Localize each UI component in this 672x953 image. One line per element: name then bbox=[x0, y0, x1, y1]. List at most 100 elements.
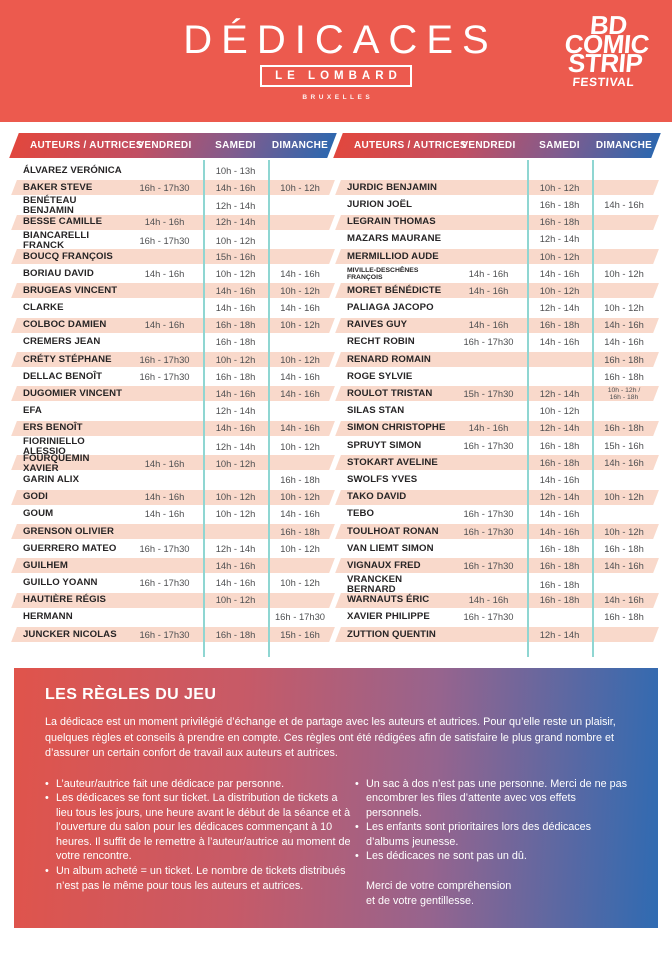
time-samedi: 10h - 12h bbox=[539, 250, 580, 262]
author-name: BORIAU DAVID bbox=[23, 267, 94, 279]
time-samedi: 14h - 16h bbox=[215, 388, 256, 400]
time-samedi: 16h - 18h bbox=[539, 542, 580, 554]
table-row: SWOLFS YVES 14h - 16h bbox=[338, 471, 656, 488]
author-name: BRUGEAS VINCENT bbox=[23, 284, 118, 296]
author-name: GODI bbox=[23, 491, 48, 503]
time-samedi: 16h - 18h bbox=[539, 216, 580, 228]
table-row: FIORINIELLO ALESSIO 12h - 14h 10h - 12h bbox=[14, 436, 332, 457]
samedi-divider-line bbox=[592, 160, 594, 658]
table-row: VRANCKEN BERNARD 16h - 18h bbox=[338, 574, 656, 594]
time-samedi: 14h - 16h bbox=[215, 181, 256, 193]
time-dimanche: 14h - 16h bbox=[604, 198, 644, 210]
table-row: RAIVES GUY 14h - 16h 16h - 18h 14h - 16h bbox=[338, 317, 656, 334]
table-row: ROGE SYLVIE 16h - 18h bbox=[338, 368, 656, 385]
author-name: GUILHEM bbox=[23, 559, 68, 571]
time-samedi: 10h - 12h bbox=[215, 353, 256, 365]
author-name: FIORINIELLO ALESSIO bbox=[23, 436, 85, 457]
time-dimanche: 10h - 12h bbox=[280, 542, 320, 554]
time-vendredi: 14h - 16h bbox=[144, 267, 185, 279]
time-dimanche: 16h - 18h bbox=[604, 370, 644, 382]
author-name: CREMERS JEAN bbox=[23, 336, 101, 348]
author-name: HAUTIÈRE RÉGIS bbox=[23, 594, 106, 606]
author-name: GUILLO YOANN bbox=[23, 577, 98, 589]
time-dimanche: 16h - 17h30 bbox=[274, 611, 326, 623]
time-dimanche: 10h - 12h bbox=[604, 491, 644, 503]
time-samedi: 16h - 18h bbox=[539, 439, 580, 451]
time-samedi: 15h - 16h bbox=[215, 250, 256, 262]
time-samedi: 14h - 16h bbox=[539, 508, 580, 520]
column-header-samedi: SAMEDI bbox=[539, 140, 580, 151]
time-vendredi: 14h - 16h bbox=[468, 319, 509, 331]
author-name: CLARKE bbox=[23, 302, 64, 314]
column-header-vendredi: VENDREDI bbox=[461, 140, 516, 151]
time-samedi: 10h - 12h bbox=[539, 284, 580, 296]
author-name: GARIN ALIX bbox=[23, 473, 80, 485]
empty-row-slot bbox=[338, 162, 656, 179]
time-vendredi: 15h - 17h30 bbox=[463, 388, 514, 400]
author-name: BENÉTEAU BENJAMIN bbox=[23, 195, 77, 217]
table-row: EFA 12h - 14h bbox=[14, 403, 332, 420]
time-samedi: 10h - 12h bbox=[215, 491, 256, 503]
table-row: MAZARS MAURANE 12h - 14h bbox=[338, 231, 656, 248]
time-samedi: 10h - 12h bbox=[215, 267, 256, 279]
author-name: JURION JOËL bbox=[347, 198, 413, 210]
page-title: DÉDICACES bbox=[183, 18, 498, 62]
table-row: MIVILLE-DESCHÊNES FRANÇOIS 14h - 16h 14h -… bbox=[338, 265, 656, 282]
table-row: CRÉTY STÉPHANE 16h - 17h30 10h - 12h 10h - … bbox=[14, 351, 332, 368]
time-vendredi: 14h - 16h bbox=[468, 594, 509, 606]
time-dimanche: 10h - 12h bbox=[280, 284, 320, 296]
author-name: CRÉTY STÉPHANE bbox=[23, 353, 112, 365]
rules-list-right: Un sac à dos n’est pas une personne. Mer… bbox=[355, 777, 628, 865]
author-name: ZUTTION QUENTIN bbox=[347, 628, 436, 640]
author-name: GOUM bbox=[23, 508, 54, 520]
time-vendredi: 16h - 17h30 bbox=[139, 353, 190, 365]
table-row: MERMILLIOD AUDE 10h - 12h bbox=[338, 248, 656, 265]
time-dimanche: 16h - 18h bbox=[280, 525, 320, 537]
samedi-divider-line bbox=[203, 160, 205, 658]
time-dimanche: 14h - 16h bbox=[280, 370, 320, 382]
author-name: DUGOMIER VINCENT bbox=[23, 388, 123, 400]
time-vendredi: 14h - 16h bbox=[468, 422, 509, 434]
table-row: VIGNAUX FRED 16h - 17h30 16h - 18h 14h - 16… bbox=[338, 557, 656, 574]
author-name: GRENSON OLIVIER bbox=[23, 525, 115, 537]
column-header-dimanche: DIMANCHE bbox=[271, 140, 329, 151]
table-row: BRUGEAS VINCENT 14h - 16h 10h - 12h bbox=[14, 282, 332, 299]
rules-column-right: Un sac à dos n’est pas une personne. Mer… bbox=[355, 777, 628, 909]
time-samedi: 14h - 16h bbox=[215, 559, 256, 571]
author-name: TAKO DAVID bbox=[347, 491, 407, 503]
time-vendredi: 16h - 17h30 bbox=[463, 439, 514, 451]
author-name: XAVIER PHILIPPE bbox=[347, 611, 430, 623]
time-vendredi: 16h - 17h30 bbox=[139, 234, 190, 246]
time-vendredi: 16h - 17h30 bbox=[463, 559, 514, 571]
table-row: CLARKE 14h - 16h 14h - 16h bbox=[14, 300, 332, 317]
time-samedi: 14h - 16h bbox=[539, 336, 580, 348]
time-dimanche: 10h - 12h bbox=[280, 181, 320, 193]
time-dimanche: 14h - 16h bbox=[280, 388, 320, 400]
time-samedi: 16h - 18h bbox=[215, 628, 256, 640]
table-row: SIMON CHRISTOPHE 14h - 16h 12h - 14h 16h - … bbox=[338, 420, 656, 437]
time-dimanche: 16h - 18h bbox=[604, 353, 644, 365]
table-row: BAKER STEVE 16h - 17h30 14h - 16h 10h - 12h bbox=[14, 179, 332, 196]
author-name: WARNAUTS ÉRIC bbox=[347, 594, 430, 606]
time-samedi: 16h - 18h bbox=[539, 594, 580, 606]
table-row: GUILHEM 14h - 16h bbox=[14, 557, 332, 574]
table-row: GARIN ALIX 16h - 18h bbox=[14, 471, 332, 488]
table-row: LEGRAIN THOMAS 16h - 18h bbox=[338, 214, 656, 231]
time-dimanche: 16h - 18h bbox=[604, 542, 644, 554]
author-name: SIMON CHRISTOPHE bbox=[347, 422, 446, 434]
author-name: HERMANN bbox=[23, 611, 73, 623]
table-header-row: AUTEURS / AUTRICES VENDREDI SAMEDI DIMAN… bbox=[338, 133, 656, 158]
author-name: TOULHOAT RONAN bbox=[347, 525, 439, 537]
author-name: LEGRAIN THOMAS bbox=[347, 216, 436, 228]
time-vendredi: 14h - 16h bbox=[144, 491, 185, 503]
table-row: DUGOMIER VINCENT 14h - 16h 14h - 16h bbox=[14, 385, 332, 402]
table-row: CREMERS JEAN 16h - 18h bbox=[14, 334, 332, 351]
table-row: BIANCARELLI FRANCK 16h - 17h30 10h - 12h bbox=[14, 230, 332, 250]
author-name: JURDIC BENJAMIN bbox=[347, 181, 437, 193]
table-row: GUILLO YOANN 16h - 17h30 14h - 16h 10h - 12… bbox=[14, 575, 332, 592]
table-row: JURION JOËL 16h - 18h 14h - 16h bbox=[338, 196, 656, 213]
table-row: TAKO DAVID 12h - 14h 10h - 12h bbox=[338, 489, 656, 506]
table-row: DELLAC BENOÎT 16h - 17h30 16h - 18h 14h - 1… bbox=[14, 368, 332, 385]
table-row: SPRUYT SIMON 16h - 17h30 16h - 18h 15h - 16… bbox=[338, 437, 656, 454]
time-samedi: 10h - 12h bbox=[215, 508, 256, 520]
